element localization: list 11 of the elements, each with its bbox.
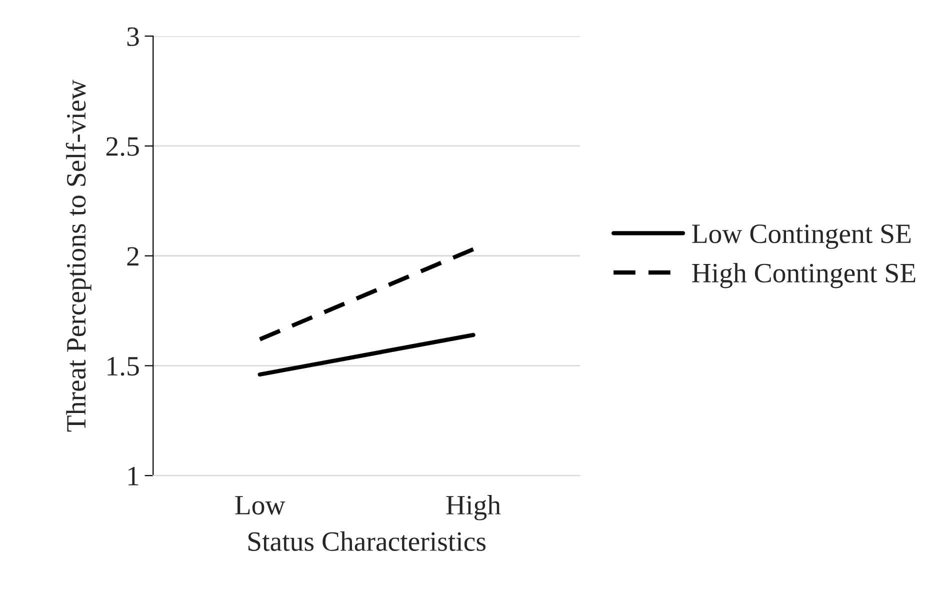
- y-tick-label: 2: [127, 247, 138, 266]
- x-tick-label: High: [446, 495, 501, 520]
- x-axis-title: Status Characteristics: [248, 531, 486, 551]
- legend-label: High Contingent SE: [692, 262, 916, 288]
- x-tick-label: Low: [235, 496, 286, 515]
- y-tick-label: 2.5: [106, 137, 139, 156]
- y-axis-title: Threat Perceptions to Self-view: [66, 80, 92, 432]
- y-tick-label: 3: [127, 27, 139, 46]
- y-tick-label: 1: [128, 466, 138, 486]
- legend-label: Low Contingent SE: [692, 224, 911, 249]
- y-tick-label: 1.5: [108, 357, 139, 376]
